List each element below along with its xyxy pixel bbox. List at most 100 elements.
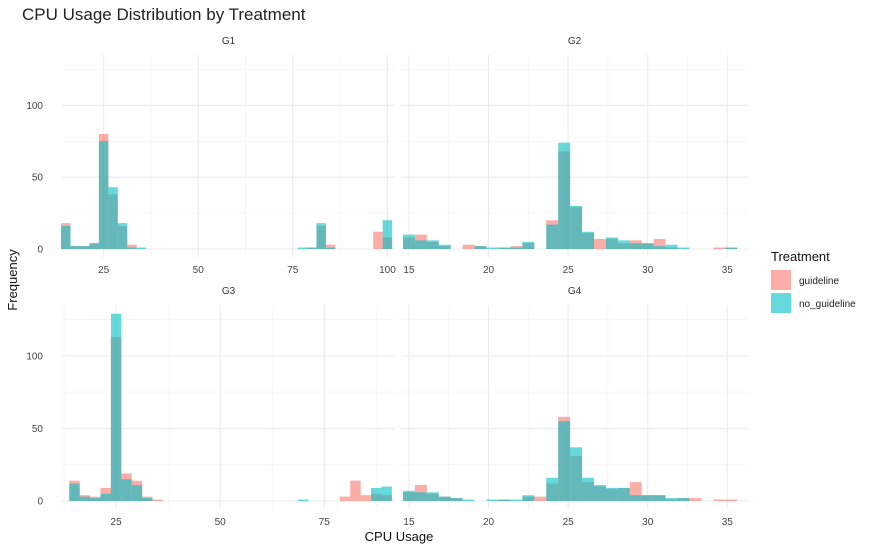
bar-no-guideline: [371, 487, 382, 501]
bar-no-guideline: [558, 142, 571, 249]
bar-no-guideline: [438, 244, 451, 249]
bar-no-guideline: [61, 226, 71, 249]
bar-no-guideline: [546, 477, 559, 501]
bar-no-guideline: [629, 495, 642, 501]
x-tick-label: 100: [379, 265, 396, 276]
bar-no-guideline: [79, 496, 91, 501]
bar-no-guideline: [498, 499, 511, 501]
x-tick-label: 75: [319, 517, 331, 528]
bar-no-guideline: [127, 247, 137, 249]
bar-no-guideline: [522, 495, 535, 501]
bar-no-guideline: [582, 231, 594, 249]
x-tick-label: 25: [111, 517, 123, 528]
bar-no-guideline: [558, 421, 571, 501]
bar-guideline: [593, 238, 606, 249]
bar-no-guideline: [498, 247, 511, 249]
bar-no-guideline: [402, 490, 415, 501]
bar-no-guideline: [582, 477, 594, 501]
bar-no-guideline: [486, 499, 499, 501]
bar-no-guideline: [677, 247, 690, 249]
legend-label-guideline: guideline: [799, 276, 839, 287]
bar-no-guideline: [570, 205, 583, 249]
facet-strip-label: G3: [222, 286, 236, 297]
x-tick-label: 25: [98, 265, 110, 276]
bar-no-guideline: [298, 499, 309, 501]
y-tick-label: 50: [32, 424, 44, 435]
bar-no-guideline: [665, 244, 678, 249]
bar-guideline: [339, 496, 351, 501]
bar-no-guideline: [522, 241, 535, 249]
legend-swatch-guideline: [771, 270, 791, 290]
bar-no-guideline: [382, 220, 393, 249]
bar-no-guideline: [131, 485, 143, 501]
bar-no-guideline: [100, 493, 111, 501]
bar-no-guideline: [641, 243, 654, 249]
bar-no-guideline: [510, 247, 523, 249]
bar-guideline: [689, 498, 702, 501]
y-tick-label: 100: [26, 351, 43, 362]
facet-panel-g1: G1 25 50 75 100 0 50 100: [26, 36, 396, 276]
bar-guideline: [360, 495, 372, 501]
bar-no-guideline: [593, 485, 606, 501]
bar-no-guideline: [570, 447, 583, 501]
bar-no-guideline: [510, 499, 523, 501]
x-tick-label: 50: [193, 265, 205, 276]
bar-no-guideline: [142, 498, 153, 501]
x-tick-label: 20: [483, 265, 495, 276]
bar-no-guideline: [381, 486, 392, 501]
bar-no-guideline: [546, 224, 559, 249]
x-tick-label: 30: [642, 517, 654, 528]
legend: Treatment guideline no_guideline: [771, 249, 856, 313]
bar-guideline: [713, 499, 726, 501]
bar-guideline: [629, 482, 642, 501]
bar-no-guideline: [414, 240, 427, 249]
bar-no-guideline: [486, 247, 499, 249]
bar-no-guideline: [438, 496, 451, 501]
bar-no-guideline: [325, 247, 336, 249]
legend-swatch-no-guideline: [771, 293, 791, 313]
y-tick-label: 50: [32, 173, 44, 184]
bar-no-guideline: [136, 247, 147, 249]
x-axis-title: CPU Usage: [365, 529, 434, 544]
bar-no-guideline: [629, 243, 642, 249]
y-tick-label: 0: [37, 497, 43, 508]
facet-panel-g4: G4 15 20 25 30 35: [401, 286, 748, 528]
x-tick-label: 25: [563, 517, 575, 528]
chart-title: CPU Usage Distribution by Treatment: [22, 5, 306, 24]
bar-no-guideline: [402, 234, 415, 249]
bar-guideline: [373, 231, 383, 249]
y-axis-title: Frequency: [5, 249, 20, 311]
bar-guideline: [534, 496, 547, 501]
bar-no-guideline: [117, 223, 128, 249]
bar-guideline: [462, 244, 475, 249]
bar-no-guideline: [462, 499, 475, 501]
bar-no-guideline: [89, 243, 99, 249]
bar-guideline: [725, 499, 738, 501]
legend-title: Treatment: [771, 249, 830, 264]
bar-guideline: [127, 244, 137, 249]
bar-no-guideline: [605, 237, 618, 249]
x-tick-label: 20: [483, 517, 495, 528]
bar-no-guideline: [665, 498, 678, 501]
bar-no-guideline: [641, 495, 654, 501]
bar-no-guideline: [69, 483, 80, 501]
bar-no-guideline: [426, 240, 439, 249]
bar-no-guideline: [121, 479, 132, 501]
x-tick-label: 50: [215, 517, 227, 528]
bar-no-guideline: [98, 141, 109, 249]
bar-no-guideline: [426, 492, 439, 501]
bar-no-guideline: [108, 187, 118, 249]
bar-no-guideline: [450, 498, 463, 501]
x-tick-label: 35: [722, 517, 734, 528]
y-tick-label: 100: [26, 101, 43, 112]
facet-panels: G1 25 50 75 100 0 50 100 G2 15 20 25 30 35 G3 25 50 75 0 50…: [26, 36, 748, 528]
bar-no-guideline: [307, 247, 317, 249]
bar-no-guideline: [653, 495, 666, 501]
bar-guideline: [325, 244, 336, 249]
bar-no-guideline: [79, 246, 90, 249]
facet-panel-g2: G2 15 20 25 30 35: [401, 36, 748, 276]
bar-guideline: [350, 480, 361, 501]
x-tick-label: 15: [403, 517, 415, 528]
bar-no-guideline: [617, 240, 630, 249]
